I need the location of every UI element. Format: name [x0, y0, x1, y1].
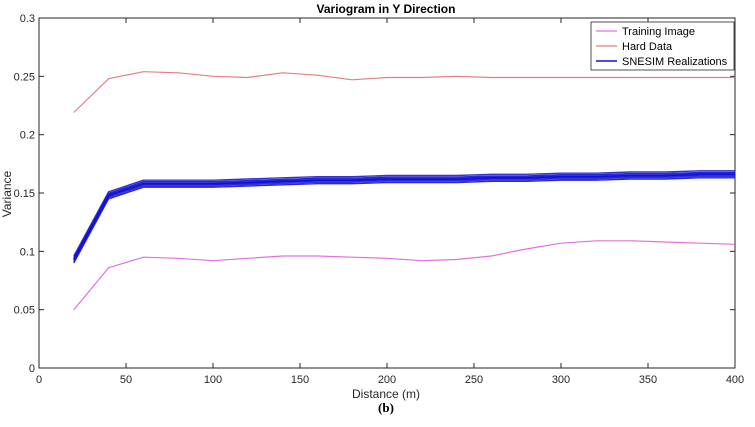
series-line-snesim-realizations-realization [73, 175, 735, 262]
x-tick-label: 250 [465, 374, 483, 386]
legend-label-hard-data: Hard Data [622, 41, 673, 53]
x-tick-label: 150 [291, 374, 309, 386]
legend-label-training-image: Training Image [622, 26, 695, 38]
series-line-snesim-realizations [73, 173, 735, 260]
x-tick-label: 300 [552, 374, 570, 386]
series-line-snesim-realizations-realization [73, 171, 735, 258]
series-line-snesim-realizations-realization [73, 177, 735, 264]
y-tick-label: 0.3 [20, 13, 35, 25]
x-tick-label: 400 [726, 374, 744, 386]
x-axis-ticks: 0 50 100 150 200 250 300 350 400 [36, 18, 744, 386]
legend: Training Image Hard Data SNESIM Realizat… [590, 21, 735, 71]
x-tick-label: 0 [36, 374, 42, 386]
x-tick-label: 350 [639, 374, 657, 386]
series-line-snesim-realizations-realization [73, 170, 735, 257]
legend-label-snesim-realizations: SNESIM Realizations [622, 56, 728, 68]
y-tick-label: 0.05 [14, 305, 35, 317]
plot-area [38, 17, 736, 369]
y-tick-label: 0.25 [14, 71, 35, 83]
figure-caption: (b) [378, 400, 394, 415]
y-tick-label: 0.15 [14, 188, 35, 200]
series-line-hard-data [73, 71, 735, 113]
chart-title: Variogram in Y Direction [317, 2, 456, 16]
x-tick-label: 50 [120, 374, 132, 386]
series-line-training-image [73, 240, 736, 311]
y-tick-label: 0.1 [20, 246, 35, 258]
x-tick-label: 200 [378, 374, 396, 386]
series-layer [73, 71, 736, 311]
y-axis-label: Variance [0, 170, 14, 217]
x-tick-label: 100 [204, 374, 222, 386]
x-axis-label: Distance (m) [352, 387, 420, 401]
y-tick-label: 0.2 [20, 130, 35, 142]
y-tick-label: 0 [29, 363, 35, 375]
y-axis-ticks: 0 0.05 0.1 0.15 0.2 0.25 0.3 [14, 13, 735, 375]
